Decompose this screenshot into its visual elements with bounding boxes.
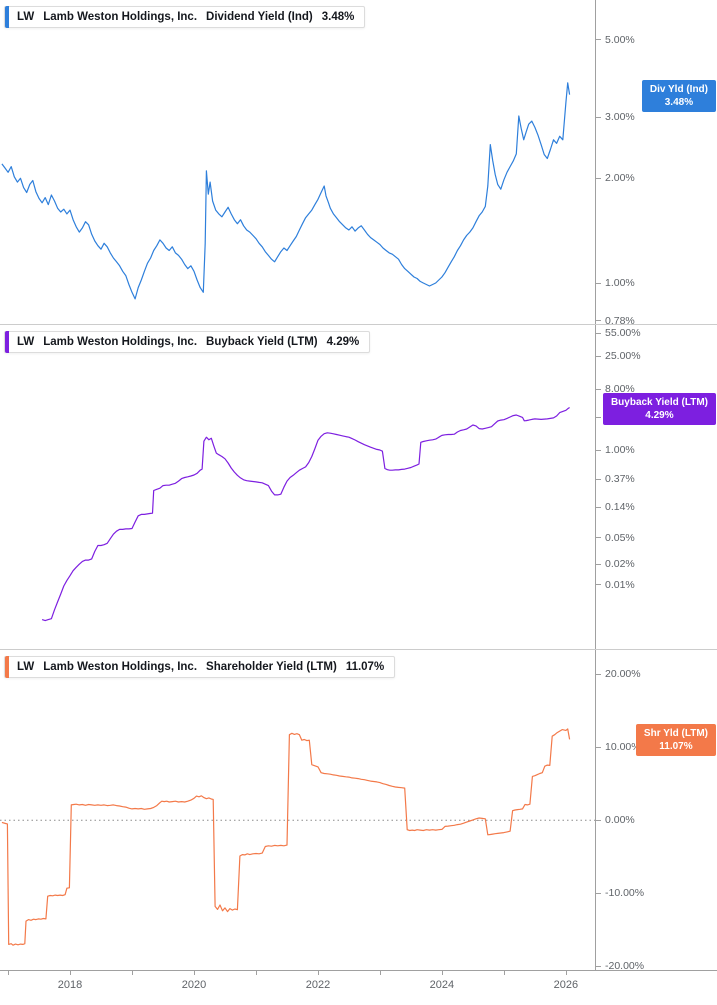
x-axis-label: 2022 <box>305 979 331 991</box>
badge-value: 4.29% <box>645 409 674 421</box>
y-tick-label: 5.00% <box>596 34 635 46</box>
chart-svg-buyback-yield <box>41 407 570 622</box>
x-tick-mark <box>70 971 71 975</box>
x-axis-label: 2020 <box>181 979 207 991</box>
legend-value: 3.48% <box>321 11 355 23</box>
x-tick-mark <box>8 971 10 975</box>
chart-svg-shareholder-yield <box>0 728 595 946</box>
plot-area-shareholder-yield[interactable]: LW Lamb Weston Holdings, Inc. Shareholde… <box>0 650 595 970</box>
series-line-2 <box>1 728 571 946</box>
y-tick-label: 2.00% <box>596 172 635 184</box>
y-tick-label: 0.14% <box>596 501 635 513</box>
badge-label: Buyback Yield (LTM) <box>610 396 708 408</box>
chart-panel-buyback-yield: LW Lamb Weston Holdings, Inc. Buyback Yi… <box>0 325 717 650</box>
legend-color-bar <box>5 6 9 28</box>
chart-panel-dividend-yield: LW Lamb Weston Holdings, Inc. Dividend Y… <box>0 0 717 327</box>
badge-label: Shr Yld (LTM) <box>643 728 708 740</box>
chart-svg-dividend-yield <box>1 82 571 300</box>
series-line-0 <box>1 82 571 300</box>
legend-value: 11.07% <box>345 661 385 673</box>
badge-value: 3.48% <box>664 96 694 108</box>
x-tick-mark <box>194 971 195 975</box>
legend-ticker: LW <box>17 336 35 348</box>
y-tick-label: 0.78% <box>596 315 635 327</box>
legend-metric: Buyback Yield (LTM) <box>206 336 318 348</box>
legend-ticker: LW <box>17 661 35 673</box>
x-axis-label: 2026 <box>553 979 579 991</box>
x-tick-mark <box>379 971 381 975</box>
legend-value: 4.29% <box>326 336 360 348</box>
y-tick-label: 0.37% <box>596 473 635 485</box>
legend-color-bar <box>5 656 9 678</box>
axis-badge-shareholder-yield: Shr Yld (LTM) 11.07% <box>635 724 716 757</box>
chart-panel-shareholder-yield: LW Lamb Weston Holdings, Inc. Shareholde… <box>0 650 717 972</box>
legend-metric: Dividend Yield (Ind) <box>206 11 313 23</box>
y-axis-buyback-yield: Buyback Yield (LTM) 4.29% 55.00% 25.00% 8.… <box>595 325 717 649</box>
legend-color-bar <box>5 331 9 353</box>
x-axis: 2018 2020 2022 2024 2026 <box>0 970 717 1005</box>
x-tick-mark <box>256 971 257 975</box>
y-tick-label: 8.00% <box>596 383 635 395</box>
y-tick-label: 3.00% <box>596 111 635 123</box>
y-tick-label: 1.00% <box>596 444 635 456</box>
plot-area-buyback-yield[interactable]: LW Lamb Weston Holdings, Inc. Buyback Yi… <box>0 325 595 649</box>
y-tick-label: 0.01% <box>596 579 635 591</box>
x-tick-mark <box>132 971 133 975</box>
legend-ticker: LW <box>17 11 35 23</box>
badge-label: Div Yld (Ind) <box>649 83 708 95</box>
legend-metric: Shareholder Yield (LTM) <box>206 661 337 673</box>
y-tick-label: 20.00% <box>596 668 641 680</box>
y-tick-label: 1.00% <box>596 277 635 289</box>
legend-shareholder-yield[interactable]: LW Lamb Weston Holdings, Inc. Shareholde… <box>4 656 396 678</box>
x-tick-mark <box>441 971 443 975</box>
y-tick-label: -20.00% <box>596 960 644 972</box>
y-tick-label: -10.00% <box>596 887 644 899</box>
series-line-1 <box>41 407 570 622</box>
x-tick-mark <box>503 971 505 975</box>
legend-company: Lamb Weston Holdings, Inc. <box>43 661 198 673</box>
y-tick-label: 0.05% <box>596 532 635 544</box>
plot-area-dividend-yield[interactable]: LW Lamb Weston Holdings, Inc. Dividend Y… <box>0 0 595 324</box>
y-tick-label: 25.00% <box>596 350 641 362</box>
x-axis-label: 2024 <box>429 979 455 991</box>
y-axis-dividend-yield: Div Yld (Ind) 3.48% 5.00% 3.00% 2.00% 1.00%… <box>595 0 717 327</box>
y-tick-label: 0.02% <box>596 558 635 570</box>
y-tick-label: 0.00% <box>596 814 635 826</box>
y-tick-label: 10.00% <box>596 741 641 753</box>
x-tick-mark <box>565 971 567 975</box>
y-tick-label: 55.00% <box>596 327 641 339</box>
x-tick-mark <box>318 971 319 975</box>
x-axis-label: 2018 <box>57 979 83 991</box>
axis-badge-buyback-yield: Buyback Yield (LTM) 4.29% <box>602 392 716 425</box>
legend-dividend-yield[interactable]: LW Lamb Weston Holdings, Inc. Dividend Y… <box>4 6 366 28</box>
legend-company: Lamb Weston Holdings, Inc. <box>43 11 198 23</box>
legend-buyback-yield[interactable]: LW Lamb Weston Holdings, Inc. Buyback Yi… <box>4 331 371 353</box>
axis-badge-dividend-yield: Div Yld (Ind) 3.48% <box>641 79 716 112</box>
y-axis-shareholder-yield: Shr Yld (LTM) 11.07% 20.00% 10.00% 0.00% -1… <box>595 650 717 972</box>
legend-company: Lamb Weston Holdings, Inc. <box>43 336 198 348</box>
badge-value: 11.07% <box>659 741 693 753</box>
